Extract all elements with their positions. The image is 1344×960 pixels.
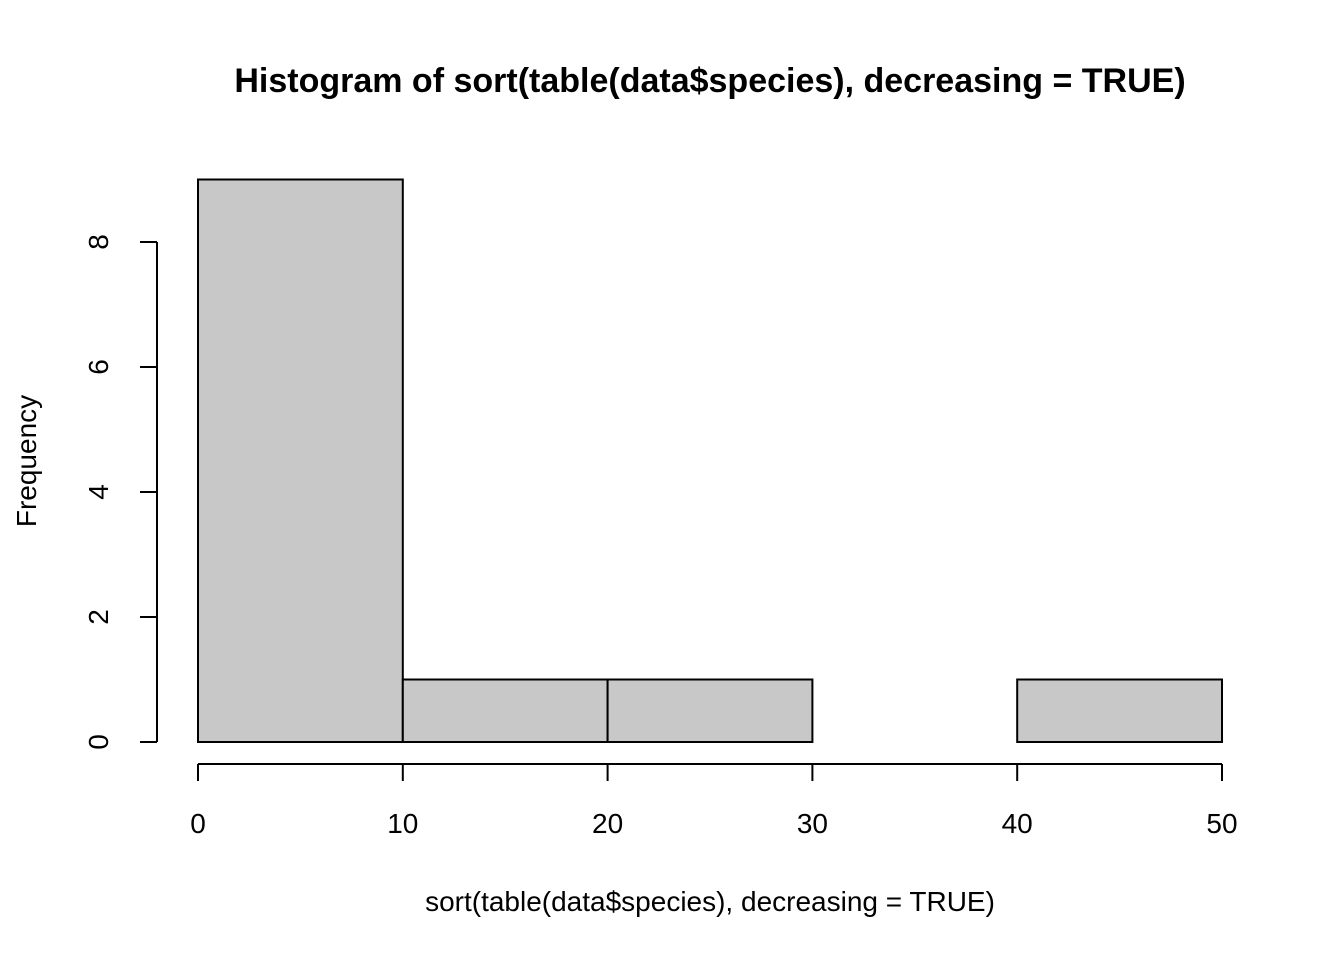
y-tick-label-2: 2 (83, 609, 114, 625)
y-tick-label-8: 8 (83, 234, 114, 250)
x-tick-label-10: 10 (387, 808, 418, 839)
x-tick-label-0: 0 (190, 808, 206, 839)
bars-group (197, 178, 1224, 743)
x-axis-label: sort(table(data$species), decreasing = T… (425, 886, 995, 917)
histogram-bar-0-10 (197, 178, 404, 743)
y-axis-label: Frequency (11, 395, 42, 527)
histogram-bar-20-30 (606, 678, 814, 743)
chart-title: Histogram of sort(table(data$species), d… (234, 62, 1185, 100)
y-tick-label-6: 6 (83, 359, 114, 375)
x-tick-label-20: 20 (592, 808, 623, 839)
histogram-bar-40-50 (1016, 678, 1224, 743)
x-axis: 0 10 20 30 40 50 (190, 763, 1238, 839)
x-tick-label-40: 40 (1002, 808, 1033, 839)
x-tick-label-50: 50 (1206, 808, 1237, 839)
y-axis: 0 2 4 6 8 (83, 234, 158, 750)
histogram-bar-10-20 (401, 678, 609, 743)
y-tick-label-0: 0 (83, 734, 114, 750)
x-tick-label-30: 30 (797, 808, 828, 839)
y-tick-label-4: 4 (83, 484, 114, 500)
